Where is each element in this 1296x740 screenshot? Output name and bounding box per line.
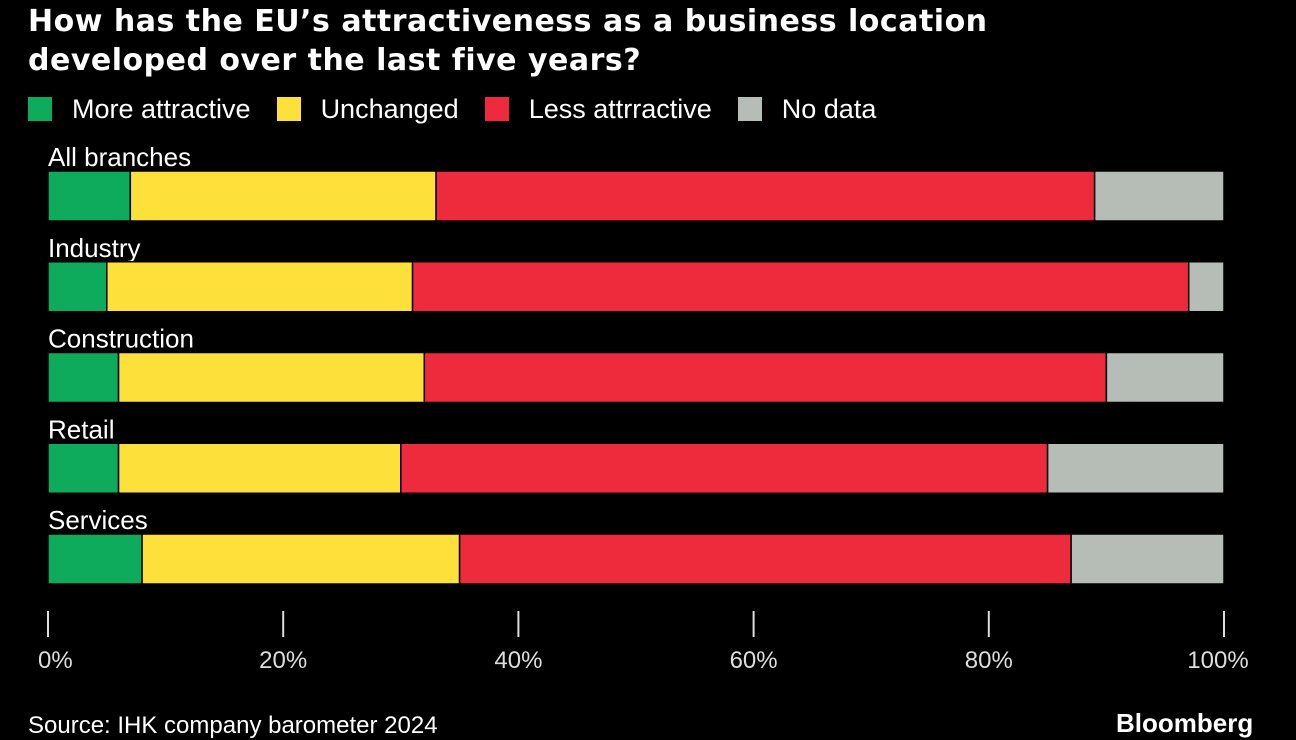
legend-item-no-data: No data bbox=[737, 93, 877, 125]
bar-construction-more-attractive bbox=[47, 351, 120, 404]
bar-retail-no-data bbox=[1046, 442, 1225, 494]
bloomberg-logo: Bloomberg bbox=[1116, 708, 1254, 738]
bar-retail-unchanged bbox=[117, 442, 402, 494]
bar-all-branches-unchanged bbox=[129, 170, 437, 222]
legend-swatch-unchanged bbox=[276, 97, 301, 121]
category-label-all-branches: All branches bbox=[48, 142, 191, 172]
chart-title: How has the EU’s attractiveness as a bus… bbox=[28, 2, 1268, 80]
bar-industry-less-attrractive bbox=[411, 261, 1190, 313]
bar-retail-less-attrractive bbox=[400, 442, 1049, 494]
legend-swatch-more-attractive bbox=[28, 97, 52, 121]
bar-construction-no-data bbox=[1105, 351, 1225, 404]
legend-label-no-data: No data bbox=[781, 93, 877, 124]
bar-construction-unchanged bbox=[117, 351, 426, 404]
x-tick-label-0: 0% bbox=[38, 647, 73, 674]
x-tick-label-20: 20% bbox=[259, 647, 307, 674]
x-axis: 0% 20% 40% 60% 80% 100% bbox=[38, 611, 1249, 674]
category-label-industry: Industry bbox=[48, 233, 141, 263]
bar-all-branches-less-attrractive bbox=[435, 170, 1096, 222]
bar-all-branches-more-attractive bbox=[47, 170, 132, 222]
bar-industry-no-data bbox=[1187, 261, 1225, 313]
legend-item-less-attractive: Less attrractive bbox=[484, 93, 712, 125]
source-note: Source: IHK company barometer 2024 bbox=[28, 712, 438, 739]
legend-swatch-no-data bbox=[737, 97, 762, 121]
bar-services-unchanged bbox=[141, 533, 461, 585]
bar-services-no-data bbox=[1070, 533, 1225, 585]
bar-group: All branches Industry Construction Retail Se… bbox=[47, 142, 1225, 585]
legend-swatch-less-attractive bbox=[484, 97, 509, 121]
bar-construction-less-attrractive bbox=[423, 351, 1108, 404]
category-label-retail: Retail bbox=[48, 414, 114, 444]
bar-industry-unchanged bbox=[106, 261, 414, 313]
x-tick-label-40: 40% bbox=[494, 647, 542, 674]
legend-item-unchanged: Unchanged bbox=[276, 93, 459, 125]
legend-item-more-attractive: More attractive bbox=[28, 94, 251, 125]
chart-title-line-1: How has the EU’s attractiveness as a bus… bbox=[28, 4, 988, 39]
chart-legend: More attractive Unchanged Less attrracti… bbox=[28, 92, 902, 126]
category-label-services: Services bbox=[48, 505, 148, 535]
bar-retail-more-attractive bbox=[47, 442, 120, 494]
legend-label-unchanged: Unchanged bbox=[320, 93, 459, 124]
stacked-bar-chart: All branches Industry Construction Retail Se… bbox=[38, 142, 1249, 674]
bar-services-more-attractive bbox=[47, 533, 143, 585]
bar-all-branches-no-data bbox=[1093, 170, 1225, 222]
chart-title-line-2: developed over the last five years? bbox=[28, 43, 642, 78]
x-tick-label-60: 60% bbox=[730, 647, 778, 674]
category-label-construction: Construction bbox=[48, 324, 194, 354]
bar-services-less-attrractive bbox=[458, 533, 1072, 585]
legend-label-less-attractive: Less attrractive bbox=[528, 93, 712, 124]
bar-industry-more-attractive bbox=[47, 261, 108, 313]
legend-label-more-attractive: More attractive bbox=[72, 93, 251, 124]
x-tick-label-100: 100% bbox=[1187, 647, 1248, 674]
x-tick-label-80: 80% bbox=[965, 647, 1013, 674]
